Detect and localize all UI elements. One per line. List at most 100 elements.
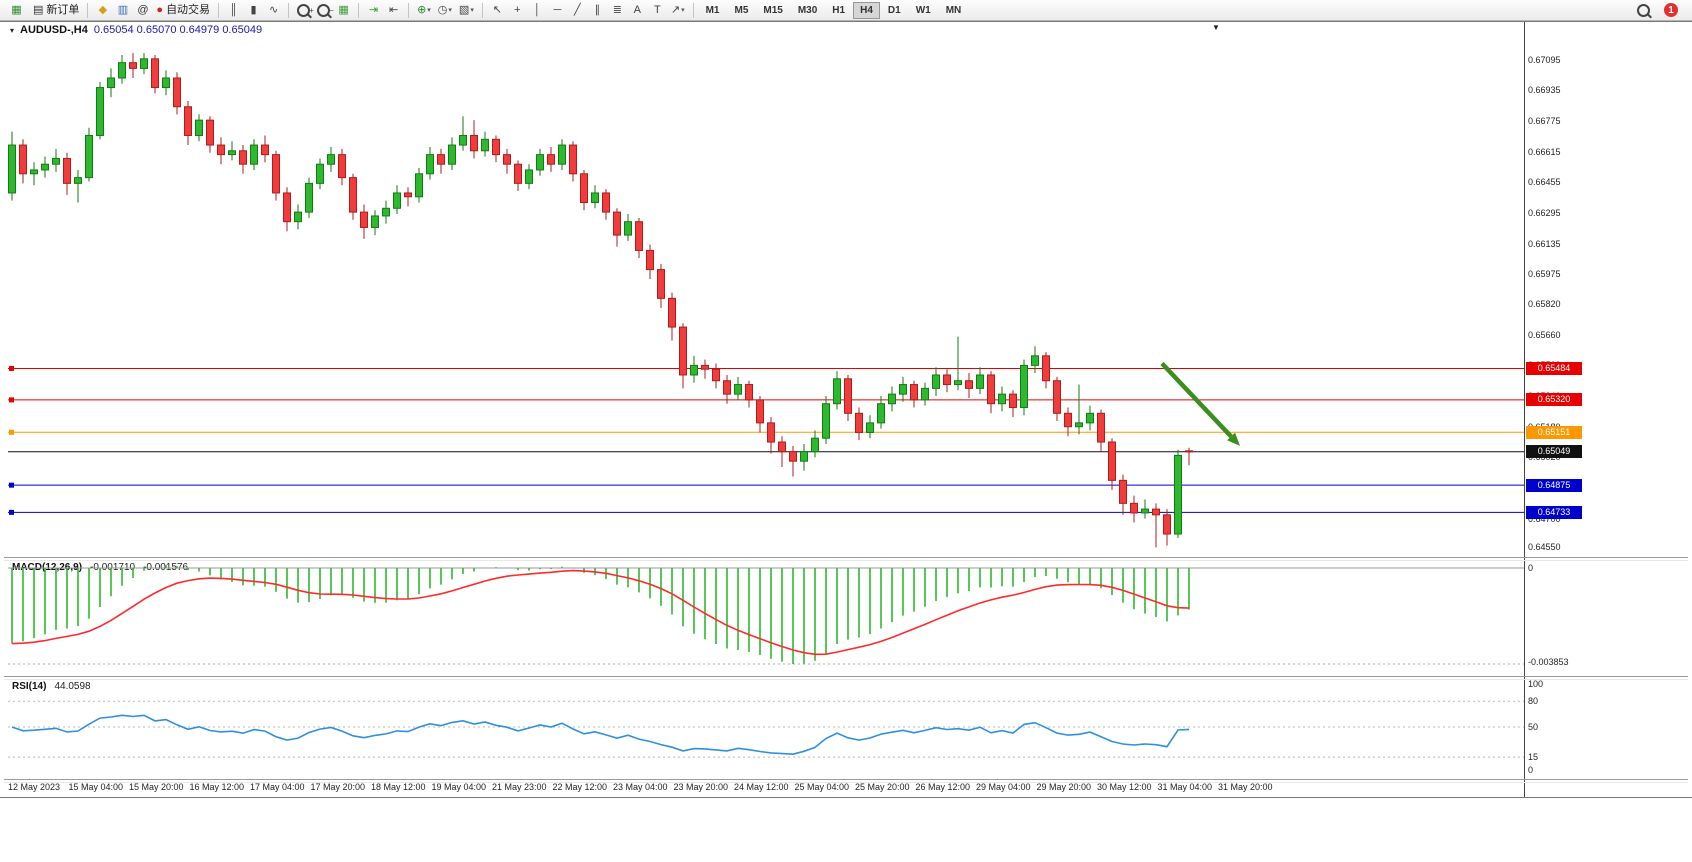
candle [162,70,170,96]
channel-tool-button[interactable]: ∥ [588,2,607,19]
minus-glyph: − [329,5,334,15]
text-tool-button[interactable]: A [628,2,647,19]
new-order-label: 新订单 [46,3,80,16]
new-order-icon: ▤ [33,3,44,16]
price-tick: 0.66615 [1528,146,1561,157]
chart-collapse-icon[interactable]: ▾ [10,25,15,35]
zoom-out-button[interactable]: − [314,2,334,19]
candle [448,137,456,170]
chart-shift-marker-icon[interactable]: ▼ [1212,23,1220,32]
candle [1075,384,1083,435]
macd-panel[interactable] [8,560,1524,676]
notification-badge[interactable]: 1 [1664,3,1678,17]
rsi-axis-tick: 15 [1528,752,1539,763]
toolbar-separator [692,2,694,18]
market-watch-button[interactable]: ▥ [113,2,132,19]
candle [415,168,423,203]
timeframe-button-m5[interactable]: M5 [727,2,755,19]
trendline-icon: ╱ [574,3,581,16]
new-order-button[interactable]: ▤ 新订单 [30,2,82,19]
timeframe-group: M1 M5 M15 M30 H1 H4 D1 W1 MN [699,1,969,19]
auto-scroll-button[interactable]: ⇥ [364,2,383,19]
zoom-in-button[interactable]: + [294,2,314,19]
toolbar-separator [481,2,483,18]
trend-arrow-annotation[interactable] [1160,361,1240,446]
metaeditor-button[interactable]: ◆ [93,2,112,19]
candle [107,68,115,98]
timeframe-button-h4[interactable]: H4 [853,1,880,19]
time-label: 21 May 23:00 [492,782,547,792]
time-label: 31 May 20:00 [1218,782,1273,792]
line-chart-type-button[interactable]: ∿ [264,2,283,19]
candle [932,367,940,397]
candle [998,386,1006,412]
timeframe-button-mn[interactable]: MN [939,2,969,19]
support-line-2-anchor[interactable] [9,509,14,515]
candle [316,158,324,190]
candle [481,131,489,157]
timeframe-button-d1[interactable]: D1 [881,2,908,19]
candle [547,146,555,172]
candle [470,120,478,159]
timeframe-button-m1[interactable]: M1 [699,2,727,19]
rsi-axis-tick: 0 [1528,765,1534,775]
resistance-line-1-anchor[interactable] [9,365,14,371]
time-label: 15 May 20:00 [129,782,184,792]
chart-window-top-border [0,21,1692,22]
candle [844,374,852,421]
trendline-tool-button[interactable]: ╱ [568,2,587,19]
text-label-icon: T [653,3,661,16]
candle [52,148,60,172]
candlestick-type-button[interactable]: ▮ [244,2,263,19]
candle [459,116,467,151]
candle [239,145,247,174]
candle [943,369,951,393]
timeframe-button-w1[interactable]: W1 [909,2,938,19]
timeframe-button-m30[interactable]: M30 [791,2,824,19]
indicators-button[interactable]: ⊕ ▾ [414,2,434,19]
search-button[interactable] [1634,2,1653,19]
chart-shift-button[interactable]: ⇤ [384,2,403,19]
candle [921,382,929,406]
rsi-panel[interactable] [8,679,1524,777]
candle [1042,351,1050,389]
app-icon-glyph: ▦ [11,3,22,16]
text-label-tool-button[interactable]: T [648,2,667,19]
tile-windows-button[interactable]: ▦ [334,2,353,19]
panel-divider[interactable] [4,557,1688,561]
vertical-line-tool-button[interactable]: │ [528,2,547,19]
candle [1053,376,1061,421]
horizontal-line-tool-button[interactable]: ─ [548,2,567,19]
timeframe-button-m15[interactable]: M15 [756,2,789,19]
toolbar-separator [218,2,220,18]
candle [910,380,918,408]
channel-icon: ∥ [594,3,601,16]
chart-window-bottom-border [0,797,1692,798]
macd-signal-line [11,569,1190,656]
candlestick-chart[interactable] [8,32,1524,557]
arrows-tool-button[interactable]: ↗ ▾ [668,2,688,19]
cursor-tool-button[interactable]: ↖ [488,2,507,19]
candle [756,396,764,433]
pivot-line-anchor[interactable] [9,429,14,435]
support-line-1-anchor[interactable] [9,482,14,488]
resistance-line-2-anchor[interactable] [9,397,14,403]
periods-button[interactable]: ◷ ▾ [435,2,455,19]
candle [393,185,401,215]
auto-trading-button[interactable]: ● 自动交易 [153,2,213,19]
community-button[interactable]: @ [133,2,152,19]
candle [30,162,38,186]
timeframe-button-h1[interactable]: H1 [825,2,852,19]
crosshair-tool-button[interactable]: + [508,2,527,19]
time-label: 25 May 04:00 [794,782,850,792]
price-tick: 0.66935 [1528,85,1561,96]
auto-scroll-icon: ⇥ [368,3,379,16]
panel-divider[interactable] [4,676,1688,680]
bar-chart-type-button[interactable]: ║ [224,2,243,19]
fibonacci-tool-button[interactable]: ≣ [608,2,627,19]
candle [1130,495,1138,523]
templates-button[interactable]: ▧ ▾ [456,2,477,19]
rsi-axis-tick: 80 [1528,696,1539,707]
pivot-line-price-label: 0.65151 [1526,425,1582,439]
candle [404,187,412,207]
